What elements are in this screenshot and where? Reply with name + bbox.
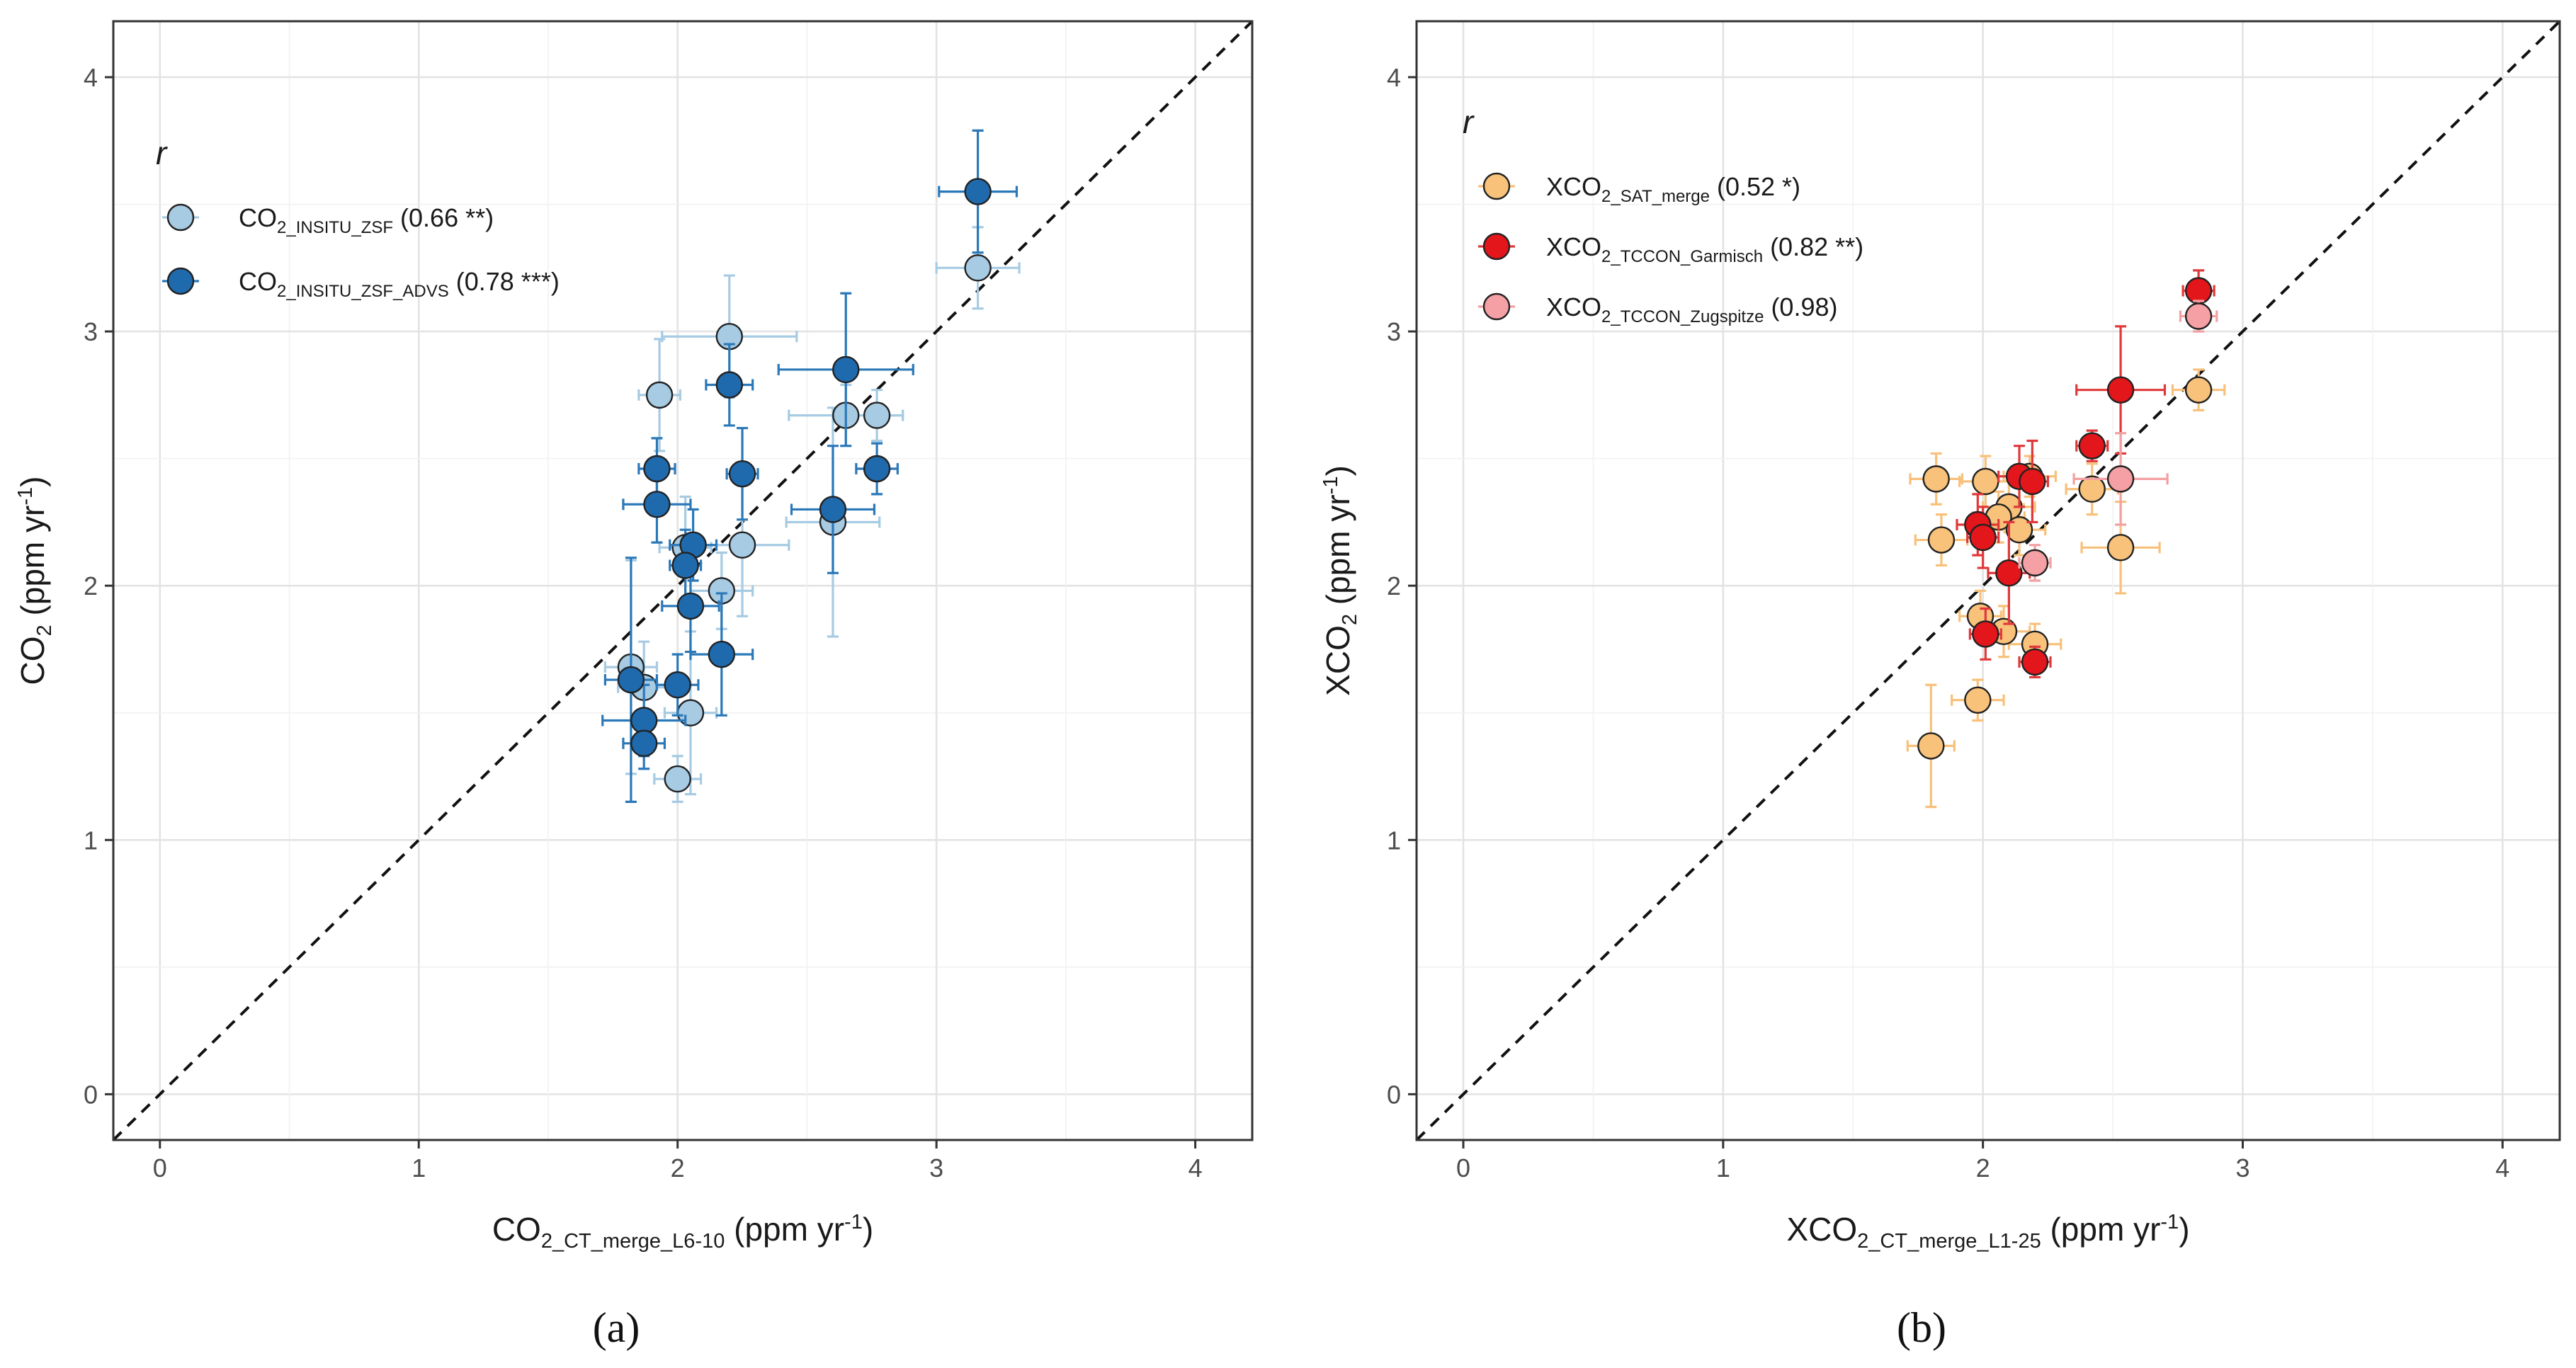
y-axis-title: XCO2 (ppm yr-1) (1320, 465, 1361, 696)
panel-label: (b) (1897, 1304, 1946, 1351)
x-tick-label: 0 (1456, 1153, 1470, 1182)
data-point (671, 552, 699, 579)
data-point (1995, 559, 2023, 587)
legend-label: CO2_INSITU_ZSF (0.66 **) (239, 203, 494, 237)
data-point (617, 666, 645, 694)
data-point (2019, 467, 2046, 496)
legend-title: r (156, 135, 168, 171)
legend-key-marker (166, 267, 195, 295)
y-tick-label: 1 (84, 826, 98, 855)
x-tick-label: 4 (2495, 1153, 2509, 1182)
legend-item: CO2_INSITU_ZSF (0.66 **) (162, 203, 494, 237)
series-CO2_INSITU_ZSF_ADVS (601, 129, 1019, 804)
y-tick-label: 2 (1387, 571, 1401, 600)
data-point (2005, 515, 2033, 544)
plot-content (113, 21, 1252, 1140)
data-point (964, 254, 992, 282)
data-point (832, 355, 860, 384)
data-point (1927, 526, 1956, 554)
legend-label: CO2_INSITU_ZSF_ADVS (0.78 ***) (239, 267, 560, 301)
y-tick-label: 1 (1387, 826, 1401, 855)
x-tick-label: 2 (671, 1153, 685, 1182)
data-point (2184, 376, 2213, 404)
x-tick-label: 2 (1976, 1153, 1990, 1182)
data-point (664, 765, 691, 793)
legend-key-marker (1482, 232, 1511, 261)
data-point (630, 729, 658, 758)
legend-label: XCO2_SAT_merge (0.52 *) (1546, 172, 1800, 206)
data-point (2184, 277, 2213, 304)
data-point (2021, 549, 2049, 577)
data-point (708, 640, 736, 668)
x-tick-label: 3 (929, 1153, 943, 1182)
data-point (2078, 432, 2106, 460)
data-point (643, 491, 671, 518)
series-XCO2_TCCON_Zugspitze (2018, 300, 2218, 582)
data-point (2078, 475, 2106, 503)
plot-border (112, 20, 1254, 1141)
y-tick-label: 3 (84, 317, 98, 346)
legend-item: CO2_INSITU_ZSF_ADVS (0.78 ***) (162, 267, 560, 301)
data-point (728, 531, 756, 559)
data-point (2184, 302, 2213, 330)
x-tick-label: 3 (2235, 1153, 2249, 1182)
y-tick-label: 0 (1387, 1080, 1401, 1109)
data-point (1972, 467, 1999, 496)
y-tick-label: 3 (1387, 317, 1401, 346)
y-tick-label: 0 (84, 1080, 98, 1109)
x-tick-label: 4 (1188, 1153, 1203, 1182)
data-point (676, 699, 705, 726)
data-point (715, 371, 743, 399)
y-axis-title: CO2 (ppm yr-1) (14, 477, 56, 685)
data-point (728, 460, 756, 488)
y-tick-label: 4 (84, 63, 98, 92)
legend: r XCO2_SAT_merge (0.52 *) XCO2_TCCON_Garmi… (1463, 103, 1863, 326)
data-point (863, 401, 891, 429)
x-axis-title: XCO2_CT_merge_L1-25 (ppm yr-1) (1786, 1211, 2189, 1253)
data-point (2021, 648, 2049, 676)
data-point (1917, 732, 1945, 760)
data-point (863, 455, 891, 483)
legend-key-marker (1482, 292, 1511, 321)
y-tick-label: 4 (1387, 63, 1401, 92)
legend: r CO2_INSITU_ZSF (0.66 **) CO2_INSITU_ZSF_… (156, 135, 560, 301)
data-point (1922, 465, 1950, 493)
legend-label: XCO2_TCCON_Garmisch (0.82 **) (1546, 232, 1863, 266)
legend-label: XCO2_TCCON_Zugspitze (0.98) (1546, 292, 1837, 326)
plot-border (1415, 20, 2561, 1141)
data-point (2106, 534, 2135, 562)
panel-label: (a) (593, 1304, 640, 1351)
data-point (645, 381, 674, 409)
x-tick-label: 0 (153, 1153, 167, 1182)
data-point (2106, 376, 2135, 404)
grid-lines (1417, 21, 2560, 1140)
panel-a: 0 1 2 3 4 0 1 2 3 4 CO2_CT_merge_L6-10 (ppm yr-1) C… (14, 20, 1254, 1351)
legend-key-marker (1482, 172, 1511, 200)
data-point (2106, 465, 2135, 493)
x-tick-label: 1 (1716, 1153, 1730, 1182)
legend-item: XCO2_TCCON_Garmisch (0.82 **) (1478, 232, 1863, 266)
legend-item: XCO2_SAT_merge (0.52 *) (1478, 172, 1800, 206)
data-point (964, 178, 992, 205)
legend-title: r (1463, 103, 1475, 140)
one-to-one-line (113, 21, 1252, 1140)
series-XCO2_TCCON_Garmisch (1956, 269, 2215, 679)
legend-item: XCO2_TCCON_Zugspitze (0.98) (1478, 292, 1837, 326)
data-point (1972, 620, 1999, 648)
x-axis-title: CO2_CT_merge_L6-10 (ppm yr-1) (492, 1211, 873, 1253)
one-to-one-line (1417, 21, 2560, 1140)
x-tick-label: 1 (412, 1153, 426, 1182)
y-tick-label: 2 (84, 571, 98, 600)
data-point (630, 707, 658, 734)
data-point (664, 671, 691, 699)
data-point (1964, 686, 1992, 714)
legend-key-marker (166, 203, 195, 232)
data-point (676, 592, 705, 620)
panel-b: 0 1 2 3 4 0 1 2 3 4 XCO2_CT_merge_L1-25 (ppm yr-1)… (1320, 20, 2561, 1351)
data-point (819, 496, 847, 523)
data-point (1969, 523, 1997, 552)
plot-content (1417, 21, 2560, 1140)
data-point (643, 455, 671, 483)
